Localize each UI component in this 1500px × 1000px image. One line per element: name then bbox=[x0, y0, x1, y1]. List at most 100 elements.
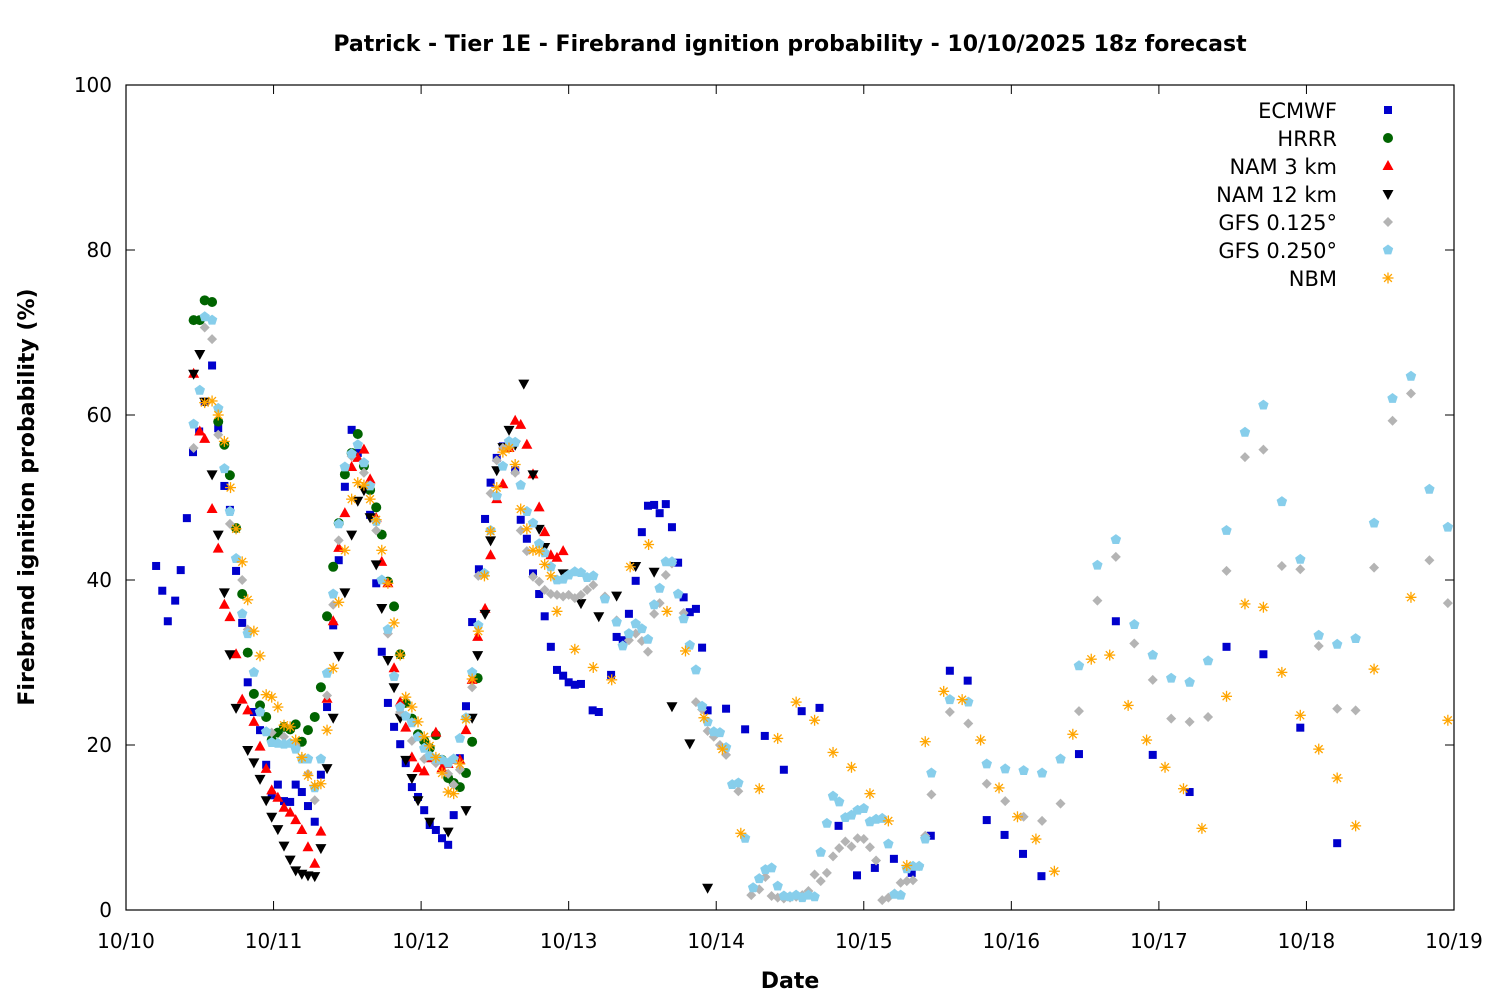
nbm-point bbox=[315, 778, 327, 790]
nbm-point bbox=[242, 594, 254, 606]
gfs-0-250-point bbox=[1258, 399, 1269, 410]
gfs-0-250-point bbox=[1221, 525, 1232, 535]
nbm-point bbox=[919, 736, 931, 748]
y-tick-label: 100 bbox=[74, 73, 112, 97]
y-tick-label: 80 bbox=[87, 238, 112, 262]
ecmwf-point bbox=[546, 642, 555, 651]
nbm-point bbox=[569, 643, 581, 655]
nbm-point bbox=[230, 523, 242, 535]
gfs-0-125-point bbox=[981, 778, 992, 789]
gfs-0-250-point bbox=[883, 838, 894, 849]
ecmwf-point bbox=[703, 706, 712, 715]
nam-12-km-point bbox=[309, 872, 321, 883]
ecmwf-point bbox=[474, 565, 483, 574]
nbm-point bbox=[382, 577, 394, 589]
ecmwf-point bbox=[760, 731, 769, 740]
nam-3-km-point bbox=[333, 541, 345, 552]
gfs-0-125-point bbox=[1332, 703, 1343, 714]
gfs-0-250-point bbox=[895, 889, 906, 900]
nbm-point bbox=[218, 435, 230, 447]
gfs-0-250-point bbox=[1295, 553, 1306, 564]
nbm-point bbox=[272, 701, 284, 713]
ecmwf-point bbox=[552, 665, 561, 674]
nbm-point bbox=[864, 788, 876, 800]
ecmwf-point bbox=[249, 708, 258, 716]
gfs-0-250-point bbox=[1424, 483, 1435, 494]
gfs-0-125-point bbox=[491, 455, 502, 466]
nbm-point bbox=[333, 596, 345, 608]
nbm-point bbox=[400, 691, 412, 703]
ecmwf-point bbox=[570, 680, 579, 689]
ecmwf-point bbox=[679, 593, 688, 602]
gfs-0-250-point bbox=[1276, 496, 1288, 507]
ecmwf-point bbox=[631, 576, 640, 585]
gfs-0-250-point bbox=[772, 880, 783, 891]
nam-12-km-point bbox=[254, 774, 266, 785]
hrrr-point bbox=[322, 611, 333, 622]
gfs-0-250-point bbox=[827, 790, 839, 801]
nbm-point bbox=[376, 544, 388, 556]
ecmwf-point bbox=[540, 612, 549, 621]
nbm-point bbox=[236, 556, 248, 568]
nam-12-km-point bbox=[485, 536, 497, 547]
nam-3-km-point bbox=[236, 693, 248, 704]
gfs-0-250-point bbox=[466, 666, 478, 677]
nbm-point bbox=[1048, 865, 1060, 877]
ecmwf-point bbox=[722, 704, 731, 713]
gfs-0-250-point bbox=[926, 767, 937, 778]
gfs-0-250-point bbox=[1387, 393, 1398, 403]
gfs-0-125-point bbox=[1239, 452, 1250, 463]
ecmwf-point bbox=[1148, 750, 1157, 759]
gfs-0-250-point bbox=[533, 538, 545, 549]
nbm-point bbox=[1313, 743, 1325, 755]
gfs-0-250-point bbox=[696, 700, 708, 711]
gfs-0-125-point bbox=[1276, 560, 1287, 571]
gfs-0-125-point bbox=[1166, 713, 1177, 724]
ecmwf-point bbox=[1037, 872, 1046, 881]
legend-label: HRRR bbox=[1277, 127, 1337, 151]
gfs-0-125-point bbox=[907, 875, 918, 886]
legend-label: ECMWF bbox=[1258, 99, 1337, 123]
x-tick-label: 10/19 bbox=[1425, 929, 1483, 953]
gfs-0-125-point bbox=[1295, 564, 1306, 575]
nam-12-km-point bbox=[206, 470, 218, 481]
gfs-0-125-point bbox=[224, 518, 235, 529]
gfs-0-125-point bbox=[733, 786, 744, 797]
nbm-point bbox=[1405, 591, 1417, 603]
nam-12-km-point bbox=[224, 650, 236, 661]
gfs-0-125-point bbox=[575, 589, 586, 600]
nam-12-km-point bbox=[382, 656, 394, 667]
nbm-point bbox=[882, 815, 894, 827]
gfs-0-125-point bbox=[858, 834, 869, 845]
ecmwf-point bbox=[522, 534, 531, 543]
x-tick-label: 10/15 bbox=[835, 929, 893, 953]
nam-3-km-point bbox=[515, 418, 527, 429]
y-axis-label: Firebrand ignition probability (%) bbox=[15, 288, 40, 705]
gfs-0-125-point bbox=[199, 322, 210, 333]
nam-12-km-point bbox=[593, 612, 605, 623]
gfs-0-250-point bbox=[1405, 370, 1417, 381]
nam-12-km-point bbox=[376, 604, 388, 615]
legend: ECMWF HRRR NAM 3 km NAM 12 km GFS 0.125° GFS … bbox=[1216, 99, 1394, 291]
gfs-0-125-point bbox=[1350, 705, 1361, 716]
nbm-point bbox=[225, 482, 237, 494]
ecmwf-point bbox=[650, 500, 659, 509]
ecmwf-point bbox=[945, 666, 954, 675]
plot-frame bbox=[125, 84, 1455, 911]
ecmwf-point bbox=[208, 361, 217, 370]
gfs-0-250-point bbox=[290, 743, 301, 754]
x-tick-label: 10/16 bbox=[983, 929, 1041, 953]
nam-3-km-point bbox=[315, 825, 327, 836]
nbm-point bbox=[1196, 822, 1208, 834]
x-tick-label: 10/18 bbox=[1278, 929, 1336, 953]
nam-12-km-point bbox=[218, 588, 230, 599]
gfs-0-250-point bbox=[690, 664, 702, 675]
ecmwf-point bbox=[674, 558, 683, 567]
ecmwf-point bbox=[643, 501, 652, 510]
gfs-0-250-point bbox=[1368, 517, 1380, 528]
gfs-0-250-point bbox=[766, 862, 777, 873]
nam-3-km-point bbox=[296, 823, 308, 834]
nam-3-km-point bbox=[266, 784, 278, 795]
nam-12-km-point bbox=[518, 379, 530, 390]
ecmwf-point bbox=[256, 726, 265, 735]
